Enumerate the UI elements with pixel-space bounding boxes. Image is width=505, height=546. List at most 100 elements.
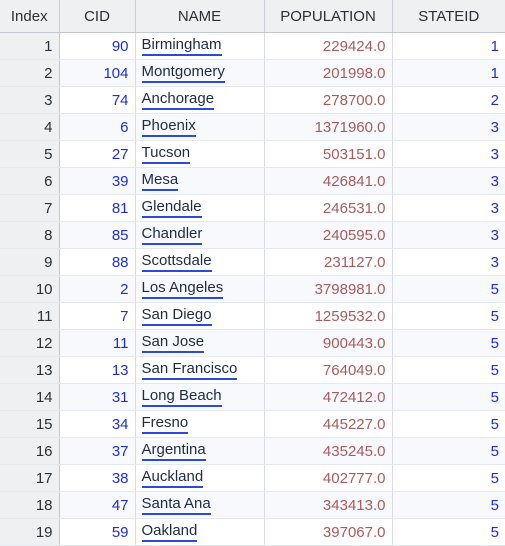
name-link[interactable]: San Francisco [141, 360, 238, 380]
population-cell[interactable]: 231127.0 [264, 248, 393, 276]
column-header-name[interactable]: NAME [135, 0, 265, 33]
table-row[interactable]: 17 38 Auckland 402777.0 5 [0, 464, 505, 492]
name-cell[interactable]: Phoenix [135, 113, 265, 141]
name-link[interactable]: San Jose [141, 333, 205, 353]
row-index-cell[interactable]: 10 [0, 275, 60, 303]
name-cell[interactable]: Glendale [135, 194, 265, 222]
cid-cell[interactable]: 34 [59, 410, 136, 438]
table-row[interactable]: 12 11 San Jose 900443.0 5 [0, 329, 505, 357]
table-row[interactable]: 5 27 Tucson 503151.0 3 [0, 140, 505, 168]
row-index-cell[interactable]: 7 [0, 194, 60, 222]
name-link[interactable]: Anchorage [141, 90, 215, 110]
cid-cell[interactable]: 47 [59, 491, 136, 519]
column-header-stateid[interactable]: STATEID [392, 0, 505, 33]
stateid-cell[interactable]: 5 [392, 302, 505, 330]
population-cell[interactable]: 503151.0 [264, 140, 393, 168]
stateid-cell[interactable]: 3 [392, 221, 505, 249]
name-link[interactable]: San Diego [141, 306, 212, 326]
stateid-cell[interactable]: 3 [392, 140, 505, 168]
name-link[interactable]: Glendale [141, 198, 202, 218]
table-row[interactable]: 6 39 Mesa 426841.0 3 [0, 167, 505, 195]
stateid-cell[interactable]: 5 [392, 464, 505, 492]
cid-cell[interactable]: 13 [59, 356, 136, 384]
table-row[interactable]: 18 47 Santa Ana 343413.0 5 [0, 491, 505, 519]
population-cell[interactable]: 426841.0 [264, 167, 393, 195]
row-index-cell[interactable]: 15 [0, 410, 60, 438]
cid-cell[interactable]: 38 [59, 464, 136, 492]
cid-cell[interactable]: 104 [59, 59, 136, 87]
name-cell[interactable]: Auckland [135, 464, 265, 492]
population-cell[interactable]: 1259532.0 [264, 302, 393, 330]
name-link[interactable]: Montgomery [141, 63, 225, 83]
row-index-cell[interactable]: 14 [0, 383, 60, 411]
name-link[interactable]: Oakland [141, 522, 198, 542]
cid-cell[interactable]: 7 [59, 302, 136, 330]
row-index-cell[interactable]: 19 [0, 518, 60, 546]
name-link[interactable]: Birmingham [141, 36, 222, 56]
row-index-cell[interactable]: 12 [0, 329, 60, 357]
name-cell[interactable]: San Francisco [135, 356, 265, 384]
stateid-cell[interactable]: 5 [392, 356, 505, 384]
table-row[interactable]: 14 31 Long Beach 472412.0 5 [0, 383, 505, 411]
row-index-cell[interactable]: 9 [0, 248, 60, 276]
row-index-cell[interactable]: 1 [0, 32, 60, 60]
stateid-cell[interactable]: 5 [392, 383, 505, 411]
name-link[interactable]: Mesa [141, 171, 179, 191]
row-index-cell[interactable]: 11 [0, 302, 60, 330]
name-link[interactable]: Long Beach [141, 387, 222, 407]
table-row[interactable]: 8 85 Chandler 240595.0 3 [0, 221, 505, 249]
table-row[interactable]: 19 59 Oakland 397067.0 5 [0, 518, 505, 546]
row-index-cell[interactable]: 3 [0, 86, 60, 114]
name-link[interactable]: Santa Ana [141, 495, 211, 515]
name-cell[interactable]: Scottsdale [135, 248, 265, 276]
stateid-cell[interactable]: 5 [392, 410, 505, 438]
name-cell[interactable]: Birmingham [135, 32, 265, 60]
cid-cell[interactable]: 31 [59, 383, 136, 411]
row-index-cell[interactable]: 4 [0, 113, 60, 141]
name-cell[interactable]: Montgomery [135, 59, 265, 87]
name-cell[interactable]: Long Beach [135, 383, 265, 411]
cid-cell[interactable]: 59 [59, 518, 136, 546]
name-link[interactable]: Scottsdale [141, 252, 212, 272]
row-index-cell[interactable]: 16 [0, 437, 60, 465]
stateid-cell[interactable]: 1 [392, 32, 505, 60]
cid-cell[interactable]: 37 [59, 437, 136, 465]
table-row[interactable]: 9 88 Scottsdale 231127.0 3 [0, 248, 505, 276]
stateid-cell[interactable]: 2 [392, 86, 505, 114]
cid-cell[interactable]: 85 [59, 221, 136, 249]
cid-cell[interactable]: 11 [59, 329, 136, 357]
row-index-cell[interactable]: 13 [0, 356, 60, 384]
row-index-cell[interactable]: 5 [0, 140, 60, 168]
name-cell[interactable]: Mesa [135, 167, 265, 195]
name-cell[interactable]: Chandler [135, 221, 265, 249]
stateid-cell[interactable]: 3 [392, 113, 505, 141]
population-cell[interactable]: 246531.0 [264, 194, 393, 222]
name-link[interactable]: Los Angeles [141, 279, 224, 299]
table-row[interactable]: 7 81 Glendale 246531.0 3 [0, 194, 505, 222]
stateid-cell[interactable]: 5 [392, 329, 505, 357]
name-cell[interactable]: Tucson [135, 140, 265, 168]
stateid-cell[interactable]: 5 [392, 437, 505, 465]
table-row[interactable]: 1 90 Birmingham 229424.0 1 [0, 32, 505, 60]
name-link[interactable]: Phoenix [141, 117, 196, 137]
name-link[interactable]: Tucson [141, 144, 191, 164]
name-link[interactable]: Fresno [141, 414, 189, 434]
row-index-cell[interactable]: 6 [0, 167, 60, 195]
population-cell[interactable]: 229424.0 [264, 32, 393, 60]
name-link[interactable]: Auckland [141, 468, 204, 488]
table-row[interactable]: 3 74 Anchorage 278700.0 2 [0, 86, 505, 114]
table-row[interactable]: 10 2 Los Angeles 3798981.0 5 [0, 275, 505, 303]
population-cell[interactable]: 201998.0 [264, 59, 393, 87]
population-cell[interactable]: 343413.0 [264, 491, 393, 519]
stateid-cell[interactable]: 3 [392, 167, 505, 195]
cid-cell[interactable]: 6 [59, 113, 136, 141]
table-row[interactable]: 11 7 San Diego 1259532.0 5 [0, 302, 505, 330]
cid-cell[interactable]: 74 [59, 86, 136, 114]
table-row[interactable]: 2 104 Montgomery 201998.0 1 [0, 59, 505, 87]
stateid-cell[interactable]: 1 [392, 59, 505, 87]
population-cell[interactable]: 445227.0 [264, 410, 393, 438]
stateid-cell[interactable]: 3 [392, 194, 505, 222]
row-index-cell[interactable]: 8 [0, 221, 60, 249]
column-header-index[interactable]: Index [0, 0, 60, 33]
row-index-cell[interactable]: 18 [0, 491, 60, 519]
